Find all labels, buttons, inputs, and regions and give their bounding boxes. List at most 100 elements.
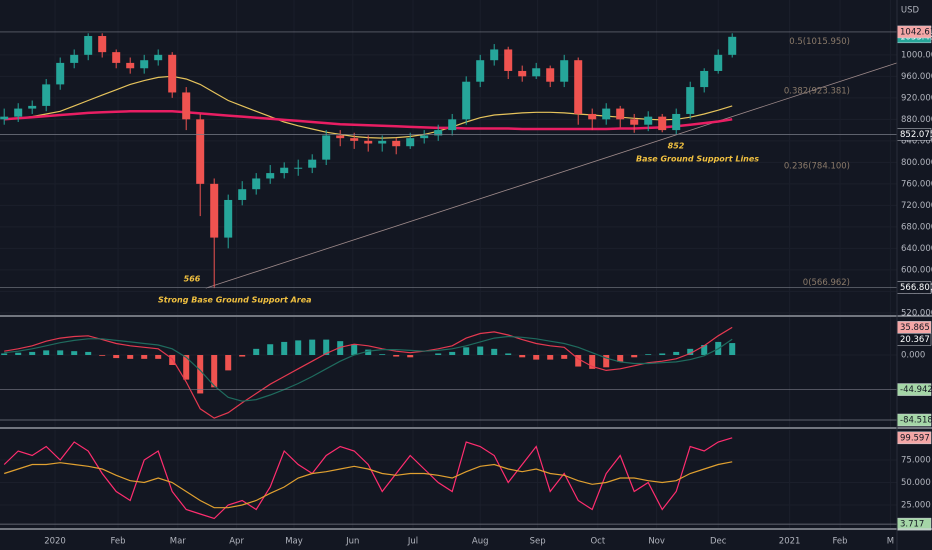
histogram-bar — [323, 339, 330, 355]
candle-body — [448, 119, 457, 131]
candle-body — [294, 167, 303, 169]
x-tick-label: Feb — [832, 537, 847, 547]
histogram-bar — [15, 352, 22, 355]
histogram-bar — [687, 348, 694, 355]
candle-body — [672, 113, 681, 131]
y-tick-label: 720.000 — [901, 201, 932, 211]
candle-body — [700, 70, 709, 88]
histogram-bar — [29, 351, 36, 355]
histogram-bar — [337, 341, 344, 355]
histogram-bar — [57, 350, 64, 355]
currency: USD — [901, 6, 920, 16]
histogram-bar — [351, 344, 358, 355]
histogram-bar — [197, 355, 204, 394]
histogram-bar — [589, 355, 596, 369]
indicator-line — [4, 335, 733, 402]
indicator-line — [3, 437, 733, 520]
candle-body — [518, 70, 527, 77]
histogram-bar — [141, 355, 148, 359]
price-tag-label: 3.717 — [900, 520, 924, 530]
candle-body — [630, 119, 639, 125]
histogram-bar — [169, 355, 176, 365]
histogram-bar — [491, 348, 498, 355]
fib-label: 0.382(923.381) — [784, 87, 850, 97]
candle-body — [154, 54, 163, 61]
candle-body — [616, 108, 625, 120]
price-tag-label: 852.075 — [900, 130, 932, 140]
candle-body — [196, 119, 205, 184]
histogram-bar — [43, 350, 50, 355]
candle-body — [308, 159, 317, 168]
fib-label: 0(566.962) — [803, 278, 850, 288]
histogram-bar — [1, 353, 8, 355]
candle-body — [574, 60, 583, 114]
candle-body — [546, 68, 555, 82]
y-tick-label: 800.000 — [901, 158, 932, 168]
candle-body — [686, 87, 695, 114]
histogram-bar — [617, 355, 624, 362]
y-tick-label: 600.000 — [901, 265, 932, 275]
histogram-bar — [673, 351, 680, 355]
candle-body — [28, 105, 37, 109]
indicator-line — [4, 326, 733, 419]
candle-body — [168, 54, 177, 93]
candle-body — [350, 138, 359, 141]
candle-body — [112, 52, 121, 63]
y-tick-label: 920.000 — [901, 93, 932, 103]
histogram-bar — [561, 355, 568, 359]
price-tag-label: 1042.612 — [900, 27, 932, 37]
x-tick-label: Jul — [407, 537, 418, 547]
y-tick-label: 640.000 — [901, 244, 932, 254]
y-tick-label: 0.000 — [901, 351, 925, 361]
histogram-bar — [575, 355, 582, 367]
candle-body — [588, 113, 597, 120]
indicator-line — [4, 461, 733, 509]
y-tick-label: 25.000 — [901, 500, 931, 510]
candle-body — [476, 60, 485, 82]
candle-body — [602, 108, 611, 120]
candle-body — [56, 62, 65, 85]
x-tick-label: Oct — [590, 537, 605, 547]
histogram-bar — [701, 345, 708, 355]
histogram-bar — [253, 348, 260, 355]
y-tick-label: 680.000 — [901, 222, 932, 232]
histogram-bar — [435, 353, 442, 355]
x-tick-label: Feb — [110, 537, 125, 547]
histogram-bar — [281, 341, 288, 355]
annotation: Base Ground Support Lines — [636, 155, 759, 164]
candle-body — [392, 140, 401, 147]
histogram-bar — [183, 355, 190, 380]
x-tick-label: Aug — [472, 537, 489, 547]
histogram-bar — [645, 354, 652, 355]
candle-body — [140, 60, 149, 69]
histogram-bar — [379, 354, 386, 355]
histogram-bar — [631, 355, 638, 358]
trendline — [205, 62, 898, 289]
candle-body — [84, 36, 93, 55]
histogram-bar — [407, 355, 414, 358]
annotation: 852 — [668, 142, 685, 151]
candle-body — [42, 84, 51, 106]
candle-body — [70, 54, 79, 63]
histogram-bar — [127, 355, 134, 359]
price-tag-label: 35.865 — [900, 323, 930, 333]
price-tag-label: -84.518 — [900, 416, 932, 426]
y-tick-label: 1000.000 — [901, 50, 932, 60]
y-tick-label: 840.000 — [901, 136, 932, 146]
price-tag-label: 566.801 — [900, 283, 932, 293]
fib-label: 0.5(1015.950) — [789, 37, 850, 47]
candle-body — [322, 135, 331, 160]
histogram-bar — [113, 355, 120, 359]
price-tag-label: -44.942 — [900, 385, 932, 395]
price-tag-label: 99.597 — [900, 433, 930, 443]
candle-body — [728, 36, 737, 55]
histogram-bar — [547, 355, 554, 360]
candle-body — [280, 167, 289, 174]
candle-body — [98, 36, 107, 53]
y-tick-label: 880.000 — [901, 115, 932, 125]
x-tick-label: May — [285, 537, 303, 547]
x-tick-label: Apr — [229, 537, 244, 547]
histogram-bar — [225, 355, 232, 371]
candle-body — [434, 130, 443, 136]
